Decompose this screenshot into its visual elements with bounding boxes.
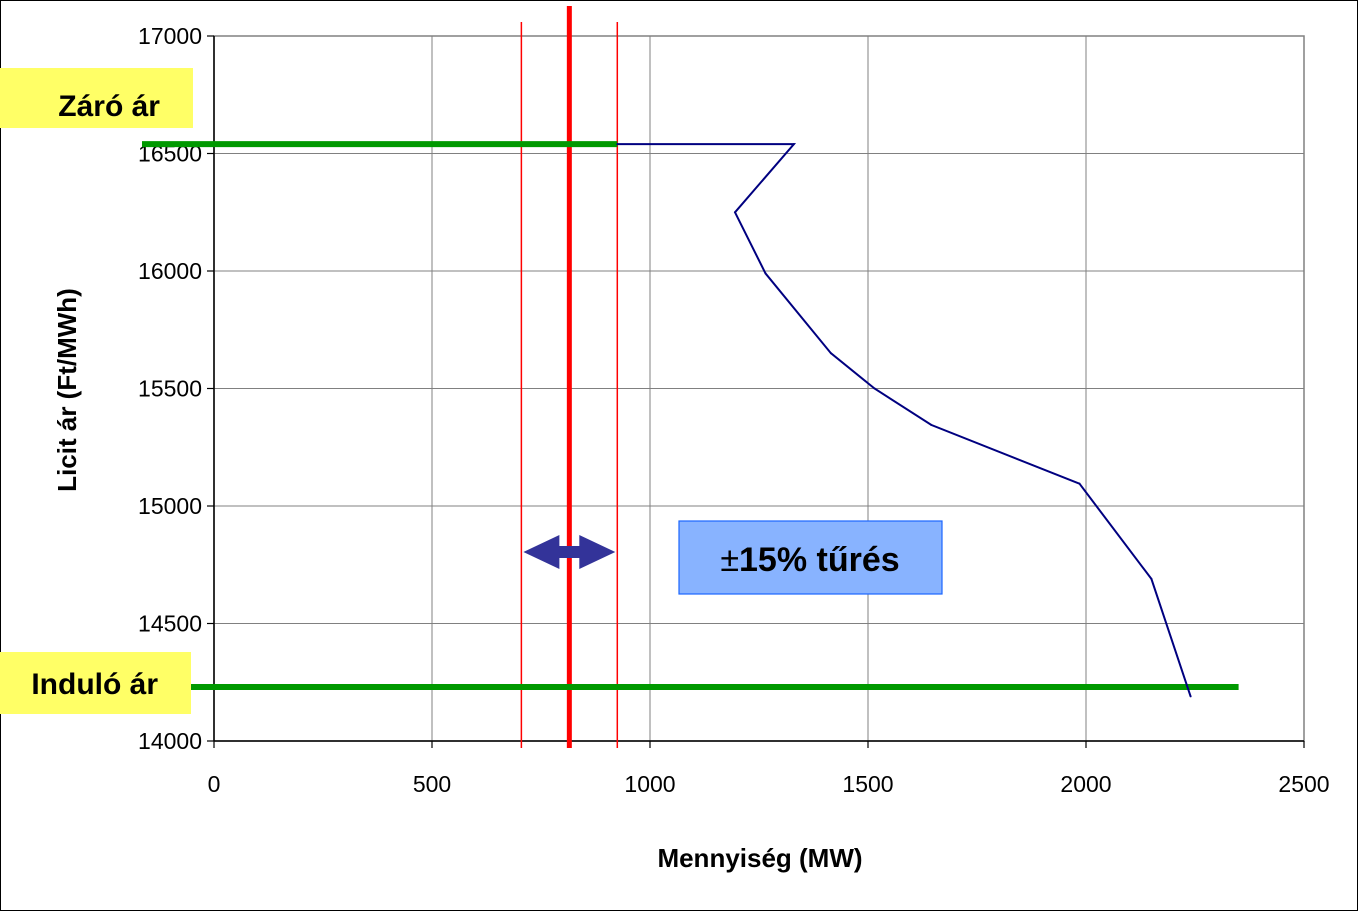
data-point <box>764 272 767 275</box>
x-tick-label: 2500 <box>1278 771 1329 797</box>
series-line <box>617 143 1192 697</box>
price-lines <box>142 141 1239 690</box>
y-tick-label: 14000 <box>138 728 202 754</box>
y-tick-label: 15500 <box>138 376 202 402</box>
data-point <box>734 211 737 214</box>
price-label: Záró ár <box>58 90 160 123</box>
data-point <box>616 143 619 146</box>
arrow-shape <box>523 535 616 569</box>
x-axis-ticks: 0 500 1000 1500 2000 2500 <box>208 740 1330 797</box>
price-label-bg <box>0 68 193 128</box>
data-point <box>873 387 876 390</box>
tolerance-text: 15% tűrés <box>739 541 900 579</box>
x-tick-label: 1000 <box>624 771 675 797</box>
x-tick-label: 2000 <box>1060 771 1111 797</box>
y-tick-label: 17000 <box>138 23 202 49</box>
tolerance-label: ±15% tűrés <box>720 541 899 579</box>
data-point <box>1150 577 1153 580</box>
y-tick-label: 16000 <box>138 258 202 284</box>
y-tick-label: 15000 <box>138 493 202 519</box>
tolerance-box <box>678 520 943 595</box>
x-tick-label: 500 <box>413 771 451 797</box>
price-label: Induló ár <box>31 668 158 701</box>
series-group <box>616 143 1192 698</box>
y-tick-label: 14500 <box>138 611 202 637</box>
data-point <box>829 352 832 355</box>
data-point <box>1078 482 1081 485</box>
data-point <box>792 143 795 146</box>
x-tick-label: 1500 <box>842 771 893 797</box>
data-point <box>1189 695 1192 698</box>
data-point <box>930 423 933 426</box>
tolerance-label-box: ±15% tűrés <box>678 520 943 595</box>
tolerance-symbol: ± <box>720 541 739 579</box>
price-labels: Záró ár Induló ár <box>0 68 193 714</box>
x-tick-label: 0 <box>208 771 221 797</box>
tolerance-arrow <box>523 535 616 569</box>
y-axis-title: Licit ár (Ft/MWh) <box>52 288 82 492</box>
x-axis-title: Mennyiség (MW) <box>657 843 862 873</box>
price-label-bg <box>0 652 191 714</box>
